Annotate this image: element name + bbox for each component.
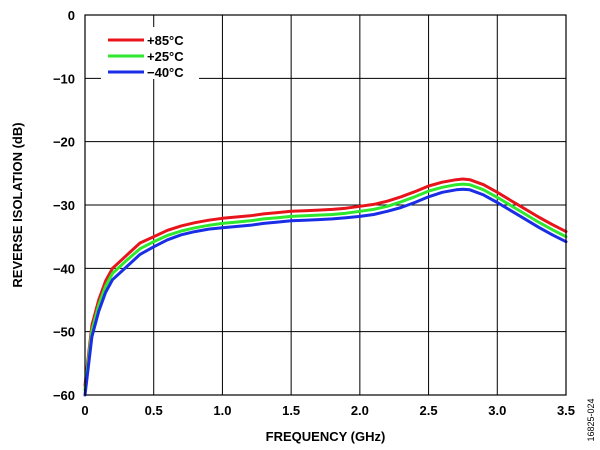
x-tick-label: 0 [81,403,88,418]
y-axis-ticks: 0 −10 −20 −30 −40 −50 −60 [53,8,75,403]
x-tick-label: 3.0 [488,403,506,418]
y-tick-label: −40 [53,261,75,276]
figure-id: 16825-024 [586,398,596,441]
y-axis-title: REVERSE ISOLATION (dB) [10,122,25,287]
y-tick-label: −30 [53,198,75,213]
x-axis-ticks: 0 0.5 1.0 1.5 2.0 2.5 3.0 3.5 [81,403,575,418]
legend-label: +85°C [147,33,184,48]
legend-label: +25°C [147,49,184,64]
legend-background [101,27,199,79]
x-tick-label: 1.5 [282,403,300,418]
series-line-0 [83,177,568,387]
y-tick-label: −60 [53,388,75,403]
y-tick-label: −10 [53,71,75,86]
x-axis-title: FREQUENCY (GHz) [266,429,386,444]
series-line-1 [83,182,568,392]
series-lines [83,177,568,397]
x-tick-label: 0.5 [145,403,163,418]
y-tick-label: 0 [68,8,75,23]
y-tick-label: −20 [53,135,75,150]
y-tick-label: −50 [53,325,75,340]
plot-frame [84,14,567,396]
x-tick-label: 2.0 [351,403,369,418]
x-tick-label: 2.5 [420,403,438,418]
series-line-2 [83,187,568,397]
x-tick-label: 3.5 [557,403,575,418]
legend: +85°C+25°C−40°C [101,27,199,80]
x-tick-label: 1.0 [213,403,231,418]
legend-label: −40°C [147,65,184,80]
